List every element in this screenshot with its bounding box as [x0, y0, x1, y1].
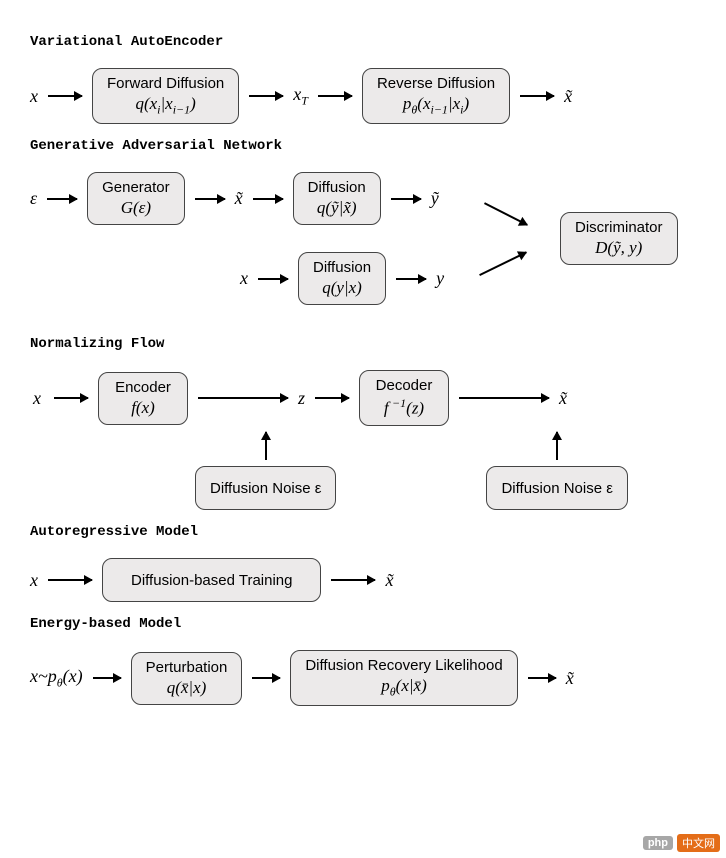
vae-reverse-box: Reverse Diffusion pθ(xi−1|xi) — [362, 68, 510, 124]
arrow-up-icon — [265, 432, 267, 460]
ebm-input: x~pθ(x) — [30, 666, 83, 691]
arrow-icon — [252, 677, 280, 679]
nf-diagram: x Encoder f(x) z Decoder f −1(z) x̃ Diff… — [30, 370, 696, 510]
ar-row: x Diffusion-based Training x̃ — [30, 558, 696, 602]
gan-diff2-box: Diffusion q(y|x) — [298, 252, 386, 305]
vae-row: x Forward Diffusion q(xi|xi−1) xT Revers… — [30, 68, 696, 124]
nf-title: Normalizing Flow — [30, 336, 696, 352]
ebm-pert-formula: q(x̄|x) — [167, 678, 207, 698]
ar-output: x̃ — [385, 570, 393, 591]
arrow-diag-icon — [484, 203, 528, 227]
gan-generator-box: Generator G(ε) — [87, 172, 185, 225]
gan-eps: ε — [30, 188, 37, 209]
gan-diff1-box: Diffusion q(ỹ|x̃) — [293, 172, 381, 225]
nf-input: x — [30, 388, 44, 409]
arrow-icon — [258, 278, 288, 280]
gan-generator-label: Generator — [102, 179, 170, 196]
vae-title: Variational AutoEncoder — [30, 34, 696, 50]
ebm-pert-label: Perturbation — [146, 659, 228, 676]
vae-reverse-formula: pθ(xi−1|xi) — [403, 94, 469, 117]
nf-decoder-formula: f −1(z) — [384, 396, 424, 419]
ar-input: x — [30, 570, 38, 591]
gan-diagram: ε Generator G(ε) x̃ Diffusion q(ỹ|x̃) y… — [30, 172, 696, 322]
vae-output: x̃ — [564, 86, 572, 107]
vae-forward-formula: q(xi|xi−1) — [135, 94, 195, 117]
ebm-rec-label: Diffusion Recovery Likelihood — [305, 657, 502, 674]
nf-output: x̃ — [559, 388, 567, 409]
watermark-badge: php — [643, 836, 673, 850]
arrow-icon — [253, 198, 283, 200]
gan-disc-label: Discriminator — [575, 219, 663, 236]
vae-reverse-label: Reverse Diffusion — [377, 75, 495, 92]
arrow-icon — [48, 95, 82, 97]
gan-y: y — [436, 268, 444, 289]
arrow-icon — [315, 397, 349, 399]
nf-decoder-box: Decoder f −1(z) — [359, 370, 449, 426]
ar-box-label: Diffusion-based Training — [131, 572, 292, 589]
nf-noise2-label: Diffusion Noise ε — [501, 480, 612, 497]
gan-disc-formula: D(ỹ, y) — [595, 238, 642, 258]
gan-generator-formula: G(ε) — [121, 198, 151, 218]
ebm-pert-box: Perturbation q(x̄|x) — [131, 652, 243, 705]
arrow-icon — [47, 198, 77, 200]
ebm-row: x~pθ(x) Perturbation q(x̄|x) Diffusion R… — [30, 650, 696, 706]
arrow-icon — [195, 198, 225, 200]
nf-encoder-label: Encoder — [115, 379, 171, 396]
gan-xtilde: x̃ — [235, 188, 243, 209]
watermark-text: 中文网 — [677, 834, 720, 852]
gan-diff2-label: Diffusion — [313, 259, 371, 276]
ebm-output: x̃ — [566, 668, 574, 689]
watermark: php 中文网 — [643, 834, 720, 852]
gan-diff2-formula: q(y|x) — [322, 278, 362, 298]
arrow-icon — [318, 95, 352, 97]
arrow-icon — [198, 397, 288, 399]
nf-z: z — [298, 388, 305, 409]
ar-box: Diffusion-based Training — [102, 558, 321, 602]
vae-input: x — [30, 86, 38, 107]
ebm-rec-formula: pθ(x|x̄) — [381, 676, 427, 699]
gan-ytilde: ỹ — [431, 188, 439, 209]
gan-diff1-formula: q(ỹ|x̃) — [317, 198, 357, 218]
arrow-icon — [93, 677, 121, 679]
arrow-icon — [391, 198, 421, 200]
vae-mid: xT — [293, 84, 308, 109]
arrow-up-icon — [556, 432, 558, 460]
nf-noise1-label: Diffusion Noise ε — [210, 480, 321, 497]
arrow-diag-icon — [479, 252, 527, 277]
ar-title: Autoregressive Model — [30, 524, 696, 540]
arrow-icon — [331, 579, 375, 581]
arrow-icon — [396, 278, 426, 280]
nf-encoder-formula: f(x) — [131, 398, 155, 418]
arrow-icon — [249, 95, 283, 97]
gan-x: x — [240, 268, 248, 289]
vae-forward-label: Forward Diffusion — [107, 75, 224, 92]
arrow-icon — [459, 397, 549, 399]
vae-forward-box: Forward Diffusion q(xi|xi−1) — [92, 68, 239, 124]
arrow-icon — [48, 579, 92, 581]
arrow-icon — [528, 677, 556, 679]
ebm-rec-box: Diffusion Recovery Likelihood pθ(x|x̄) — [290, 650, 517, 706]
gan-title: Generative Adversarial Network — [30, 138, 696, 154]
nf-noise2-box: Diffusion Noise ε — [486, 466, 627, 510]
nf-noise1-box: Diffusion Noise ε — [195, 466, 336, 510]
ebm-title: Energy-based Model — [30, 616, 696, 632]
nf-encoder-box: Encoder f(x) — [98, 372, 188, 425]
nf-decoder-label: Decoder — [376, 377, 433, 394]
gan-diff1-label: Diffusion — [308, 179, 366, 196]
gan-disc-box: Discriminator D(ỹ, y) — [560, 212, 678, 265]
arrow-icon — [54, 397, 88, 399]
arrow-icon — [520, 95, 554, 97]
